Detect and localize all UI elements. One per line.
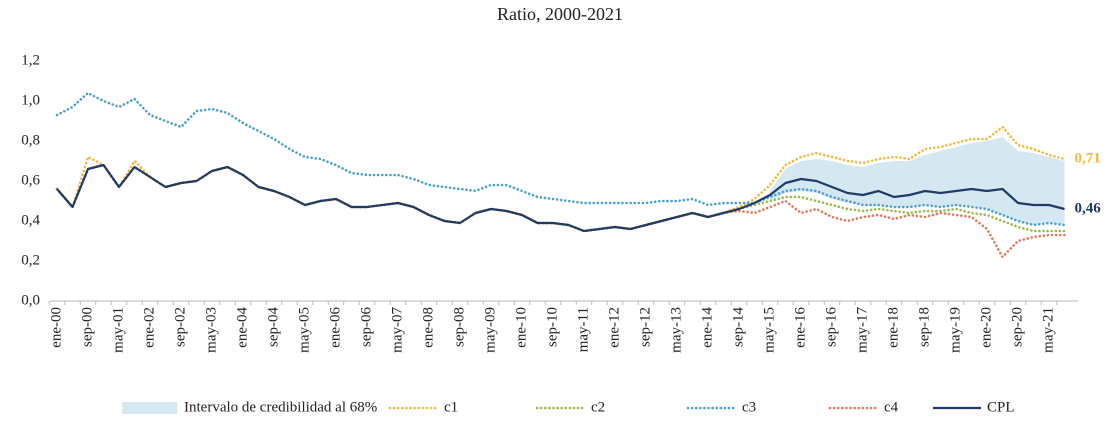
- x-tick-label: sep-14: [730, 307, 746, 347]
- x-tick-label: may-19: [947, 307, 963, 353]
- line-c3: [55, 91, 1066, 227]
- x-tick-label: ene-14: [699, 307, 715, 348]
- x-tick-label: sep-02: [172, 307, 188, 347]
- x-tick-label: sep-12: [637, 307, 653, 347]
- x-tick-label: ene-20: [978, 307, 994, 348]
- y-tick-label: 1,0: [21, 92, 40, 108]
- chart-title: Ratio, 2000-2021: [497, 4, 623, 24]
- value-label: 0,71: [1075, 150, 1101, 166]
- x-tick-label: sep-16: [823, 307, 839, 347]
- x-tick-label: may-03: [203, 307, 219, 353]
- x-tick-label: sep-08: [451, 307, 467, 347]
- x-tick-label: may-15: [761, 307, 777, 353]
- legend-label: c3: [742, 399, 756, 415]
- legend-label: c1: [444, 399, 458, 415]
- legend-swatch: [122, 402, 177, 414]
- x-tick-label: may-07: [389, 307, 405, 353]
- y-tick-label: 0,0: [21, 292, 40, 308]
- x-tick-label: may-13: [668, 307, 684, 353]
- y-tick-label: 0,6: [21, 172, 40, 188]
- x-tick-label: sep-18: [916, 307, 932, 347]
- x-tick-label: ene-12: [606, 307, 622, 348]
- x-tick-label: ene-00: [48, 307, 64, 348]
- x-tick-label: may-21: [1040, 307, 1056, 353]
- y-tick-label: 0,4: [21, 212, 40, 228]
- x-tick-label: sep-00: [79, 307, 95, 347]
- x-tick-label: ene-08: [420, 307, 436, 348]
- credibility-band: [770, 137, 1065, 225]
- y-tick-label: 0,2: [21, 252, 40, 268]
- x-tick-label: sep-10: [544, 307, 560, 347]
- x-tick-label: may-05: [296, 307, 312, 353]
- legend-label: c4: [884, 399, 899, 415]
- y-tick-label: 0,8: [21, 132, 40, 148]
- x-tick-label: may-17: [854, 307, 870, 353]
- x-tick-label: may-01: [110, 307, 126, 353]
- x-tick-label: sep-04: [265, 307, 281, 347]
- x-tick-label: sep-06: [358, 307, 374, 347]
- legend-label: CPL: [987, 399, 1015, 415]
- value-label: 0,46: [1075, 200, 1102, 216]
- x-tick-label: may-11: [575, 307, 591, 352]
- x-tick-label: ene-16: [792, 307, 808, 348]
- x-tick-label: may-09: [482, 307, 498, 353]
- x-tick-label: sep-20: [1009, 307, 1025, 347]
- legend-label: Intervalo de credibilidad al 68%: [184, 399, 377, 415]
- x-tick-label: ene-10: [513, 307, 529, 348]
- x-tick-label: ene-06: [327, 307, 343, 348]
- y-tick-label: 1,2: [21, 52, 40, 68]
- x-tick-label: ene-04: [234, 307, 250, 348]
- x-tick-label: ene-02: [141, 307, 157, 348]
- legend-label: c2: [591, 399, 605, 415]
- line-cpl: [56, 163, 1065, 233]
- x-tick-label: ene-18: [885, 307, 901, 348]
